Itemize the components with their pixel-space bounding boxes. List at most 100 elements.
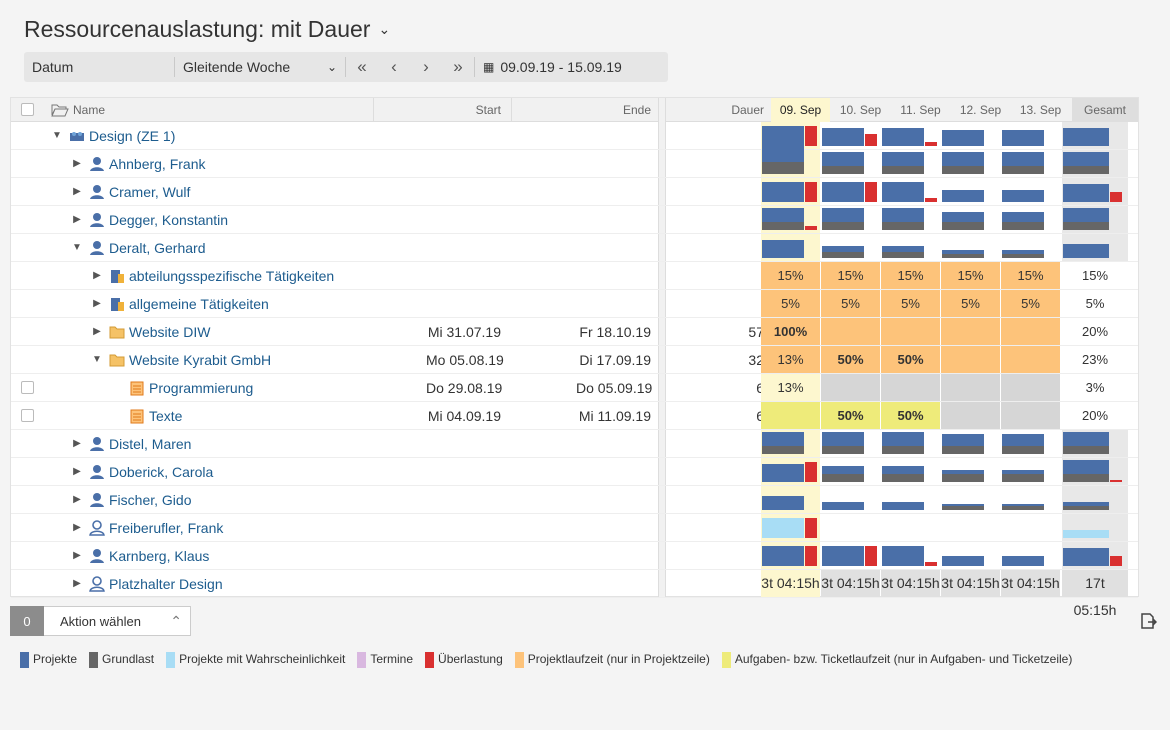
load-value: 50% — [837, 352, 864, 367]
base-load-bar — [942, 222, 984, 230]
table-row[interactable]: ▼ Design (ZE 1) — [11, 122, 1138, 150]
legend-swatch — [357, 652, 367, 668]
col-name[interactable]: Name — [73, 103, 106, 117]
page-title[interactable]: Ressourcenauslastung: mit Dauer ⌄ — [24, 16, 391, 42]
table-row[interactable]: ▶ Fischer, Gido — [11, 486, 1138, 514]
row-name[interactable]: allgemeine Tätigkeiten — [129, 296, 269, 312]
row-dauer: 32 — [748, 352, 764, 368]
project-bar — [882, 466, 924, 474]
department-icon — [111, 270, 124, 283]
col-day[interactable]: 09. Sep — [771, 98, 830, 122]
table-row[interactable]: ▼ Website Kyrabit GmbH Mo 05.08.19 Di 17.09… — [11, 346, 1138, 374]
resource-grid: Name Start Ende Dauer 09. Sep 10. Sep 11. … — [10, 97, 1139, 618]
day-cell — [761, 178, 820, 205]
col-dauer[interactable]: Dauer — [731, 103, 764, 117]
chevron-down-icon[interactable]: ⌄ — [378, 21, 391, 37]
expand-icon[interactable]: ▶ — [73, 466, 81, 477]
user-icon — [90, 185, 104, 199]
expand-icon[interactable]: ▶ — [73, 522, 81, 533]
col-gesamt[interactable]: Gesamt — [1072, 98, 1138, 122]
gesamt-cell: 20% — [1062, 318, 1128, 345]
table-row[interactable]: Programmierung Do 29.08.19 Do 05.09.19 6 13%… — [11, 374, 1138, 402]
day-cell — [881, 374, 940, 401]
day-cell — [761, 402, 820, 429]
row-name[interactable]: Ahnberg, Frank — [109, 156, 206, 172]
expand-icon[interactable]: ▶ — [73, 494, 81, 505]
row-name[interactable]: abteilungsspezifische Tätigkeiten — [129, 268, 335, 284]
day-cell: 5% — [1001, 290, 1060, 317]
row-checkbox[interactable] — [21, 381, 34, 394]
datum-select[interactable]: Datum — [32, 59, 74, 75]
day-cell — [941, 402, 1000, 429]
col-day[interactable]: 12. Sep — [959, 103, 1002, 117]
expand-icon[interactable]: ▶ — [73, 158, 81, 169]
expand-icon[interactable]: ▶ — [93, 270, 101, 281]
first-page-icon[interactable]: « — [357, 57, 367, 76]
row-name[interactable]: Distel, Maren — [109, 436, 192, 452]
project-bar — [882, 182, 924, 202]
table-row[interactable]: ▶ Website DIW Mi 31.07.19 Fr 18.10.19 57 100%… — [11, 318, 1138, 346]
row-name[interactable]: Platzhalter Design — [109, 576, 223, 592]
project-bar — [1002, 212, 1044, 222]
table-row[interactable]: ▶ Karnberg, Klaus — [11, 542, 1138, 570]
action-select[interactable]: 0 Aktion wählen ⌃ — [10, 606, 191, 636]
gesamt-cell — [1062, 178, 1128, 205]
row-name[interactable]: Texte — [149, 408, 183, 424]
table-row[interactable]: Texte Mi 04.09.19 Mi 11.09.19 6 50% 50% 20% — [11, 402, 1138, 430]
collapse-icon[interactable]: ▼ — [52, 130, 62, 141]
row-name[interactable]: Cramer, Wulf — [109, 184, 191, 200]
row-name[interactable]: Website Kyrabit GmbH — [129, 352, 272, 368]
expand-icon[interactable]: ▶ — [73, 214, 81, 225]
day-cell — [881, 206, 940, 233]
table-row[interactable]: ▶ Freiberufler, Frank — [11, 514, 1138, 542]
collapse-icon[interactable]: ▼ — [72, 242, 82, 253]
table-row[interactable]: ▶ Ahnberg, Frank — [11, 144, 1138, 178]
row-checkbox[interactable] — [21, 409, 34, 422]
col-start[interactable]: Start — [475, 103, 501, 117]
table-row[interactable]: ▶ Doberick, Carola — [11, 458, 1138, 486]
table-row[interactable]: ▶ Distel, Maren — [11, 430, 1138, 458]
day-cell — [761, 542, 820, 569]
select-all-checkbox[interactable] — [21, 103, 34, 116]
expand-icon[interactable]: ▶ — [73, 550, 81, 561]
table-row[interactable]: ▶ Platzhalter Design 3t 04:15h 3t 04:15h 3t … — [11, 570, 1138, 618]
expand-icon[interactable]: ▶ — [73, 578, 81, 589]
load-value: 15% — [1081, 268, 1109, 283]
legend-item: Projektlaufzeit (nur in Projektzeile) — [514, 652, 710, 668]
base-load-bar — [882, 446, 924, 454]
col-day[interactable]: 10. Sep — [839, 103, 882, 117]
row-name[interactable]: Design (ZE 1) — [89, 128, 176, 144]
day-cell — [1001, 402, 1060, 429]
next-icon[interactable]: › — [423, 57, 429, 76]
row-name[interactable]: Karnberg, Klaus — [109, 548, 210, 564]
expand-icon[interactable]: ▶ — [93, 298, 101, 309]
prev-icon[interactable]: ‹ — [391, 57, 397, 76]
range-mode-select[interactable]: Gleitende Woche ⌄ — [183, 59, 337, 75]
row-name[interactable]: Deralt, Gerhard — [109, 240, 206, 256]
table-row[interactable]: ▶ abteilungsspezifische Tätigkeiten 15% 15%… — [11, 262, 1138, 290]
expand-icon[interactable]: ▶ — [73, 186, 81, 197]
row-name[interactable]: Doberick, Carola — [109, 464, 214, 480]
row-dauer — [711, 542, 764, 570]
row-name[interactable]: Fischer, Gido — [109, 492, 192, 508]
pane-splitter[interactable] — [658, 98, 666, 598]
expand-icon[interactable]: ▶ — [93, 326, 101, 337]
row-name[interactable]: Freiberufler, Frank — [109, 520, 224, 536]
col-day[interactable]: 11. Sep — [900, 103, 941, 117]
table-row[interactable]: ▶ allgemeine Tätigkeiten 5% 5% 5% 5% 5% 5% — [11, 290, 1138, 318]
table-row[interactable]: ▼ Deralt, Gerhard — [11, 234, 1138, 262]
table-row[interactable]: ▶ Cramer, Wulf — [11, 178, 1138, 206]
row-name[interactable]: Degger, Konstantin — [109, 212, 229, 228]
row-name[interactable]: Programmierung — [149, 380, 254, 396]
row-name[interactable]: Website DIW — [129, 324, 211, 340]
last-page-icon[interactable]: » — [453, 57, 463, 76]
date-range-picker[interactable]: ▦ 09.09.19 - 15.09.19 — [483, 59, 622, 75]
export-icon[interactable] — [1139, 612, 1157, 630]
base-load-bar — [1002, 222, 1044, 230]
col-ende[interactable]: Ende — [622, 103, 651, 117]
gesamt-cell — [1062, 514, 1128, 541]
expand-icon[interactable]: ▶ — [73, 438, 81, 449]
table-row[interactable]: ▶ Degger, Konstantin — [11, 206, 1138, 234]
collapse-icon[interactable]: ▼ — [92, 354, 102, 365]
col-day[interactable]: 13. Sep — [1019, 103, 1062, 117]
